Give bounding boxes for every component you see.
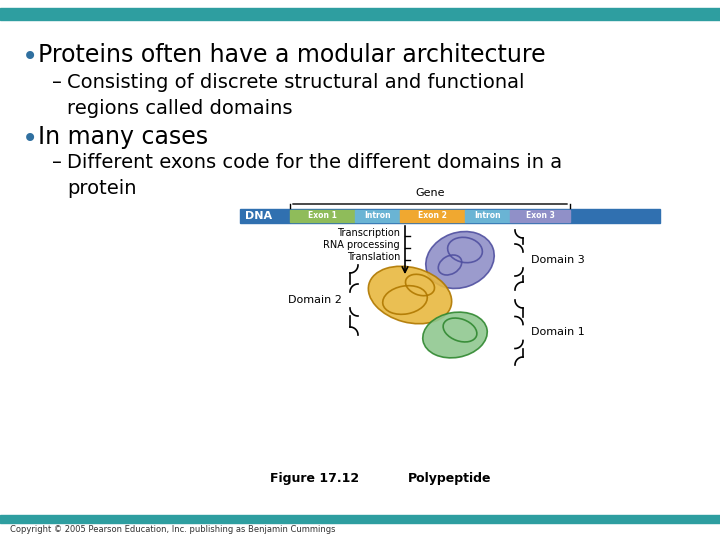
Text: In many cases: In many cases (38, 125, 208, 149)
Text: Exon 2: Exon 2 (418, 212, 447, 220)
Text: •: • (22, 125, 38, 153)
Bar (400, 210, 465, 222)
Text: Figure 17.12: Figure 17.12 (270, 472, 359, 485)
Text: •: • (22, 43, 38, 71)
Text: Exon 1: Exon 1 (308, 212, 337, 220)
Ellipse shape (426, 232, 494, 288)
Text: Gene: Gene (415, 188, 445, 198)
Bar (465, 210, 510, 222)
Ellipse shape (423, 312, 487, 358)
Text: Intron: Intron (474, 212, 501, 220)
Bar (355, 210, 400, 222)
Bar (0, 8, 720, 20)
Text: Consisting of discrete structural and functional
regions called domains: Consisting of discrete structural and fu… (67, 73, 524, 118)
Bar (510, 210, 570, 222)
Text: Transcription: Transcription (337, 228, 400, 238)
Ellipse shape (369, 266, 451, 324)
Text: Domain 3: Domain 3 (531, 255, 585, 265)
Text: Intron: Intron (364, 212, 391, 220)
Text: Polypeptide: Polypeptide (408, 472, 492, 485)
Text: RNA processing: RNA processing (323, 240, 400, 250)
Text: –: – (52, 153, 62, 172)
Text: Domain 2: Domain 2 (288, 295, 342, 305)
Text: Copyright © 2005 Pearson Education, Inc. publishing as Benjamin Cummings: Copyright © 2005 Pearson Education, Inc.… (10, 524, 336, 534)
Text: –: – (52, 73, 62, 92)
Text: Proteins often have a modular architecture: Proteins often have a modular architectu… (38, 43, 546, 67)
Bar (240, 209, 660, 223)
Text: DNA: DNA (245, 211, 272, 221)
Text: Translation: Translation (346, 252, 400, 262)
Text: Domain 1: Domain 1 (531, 327, 585, 337)
Text: Exon 3: Exon 3 (526, 212, 554, 220)
Text: Different exons code for the different domains in a
protein: Different exons code for the different d… (67, 153, 562, 199)
Bar (0, 515, 720, 523)
Bar (290, 210, 355, 222)
